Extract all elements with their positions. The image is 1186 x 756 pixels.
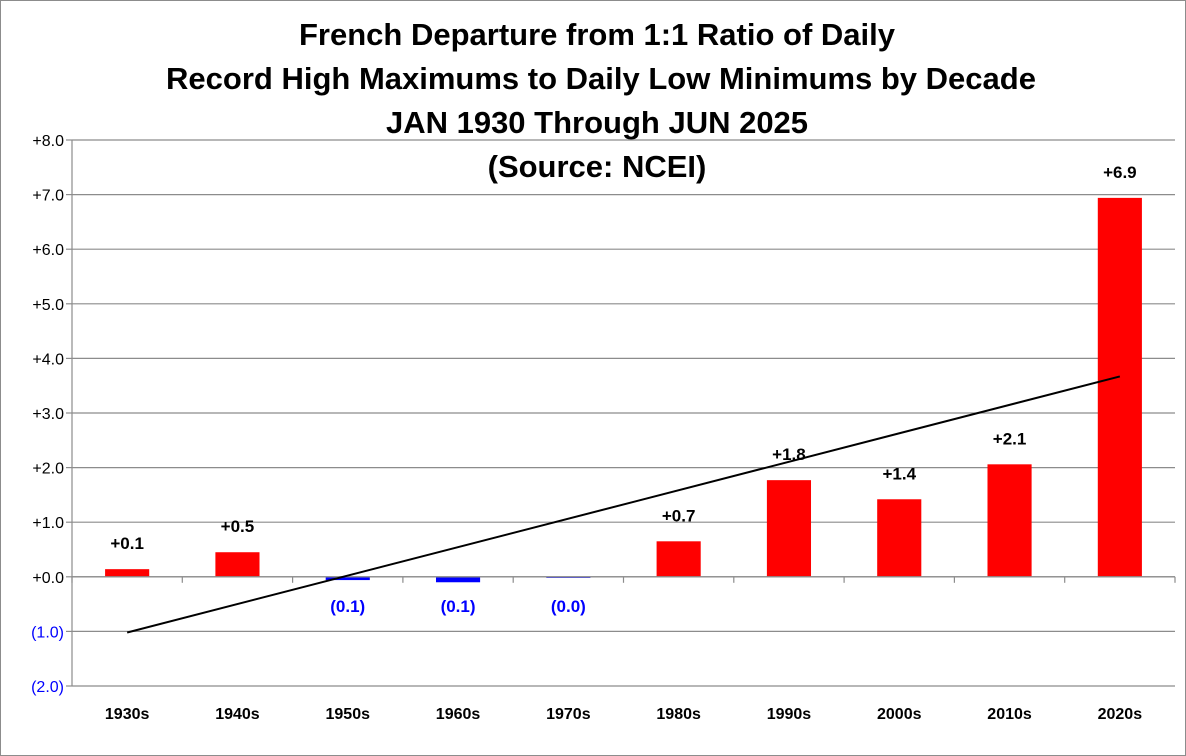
- bar-1990s: [766, 480, 812, 577]
- x-tick-label: 2020s: [1098, 706, 1143, 723]
- data-label-1940s: +0.5: [221, 517, 255, 536]
- y-tick-label: +3.0: [32, 406, 64, 423]
- data-label-2000s: +1.4: [882, 464, 916, 483]
- x-tick-label: 1950s: [326, 706, 371, 723]
- chart-title: French Departure from 1:1 Ratio of Daily…: [166, 17, 1036, 184]
- data-label-1950s: (0.1): [330, 597, 365, 616]
- data-label-1960s: (0.1): [441, 597, 476, 616]
- y-tick-label: +2.0: [32, 461, 64, 478]
- bar-2010s: [987, 464, 1032, 577]
- bar-1960s: [435, 576, 481, 583]
- x-axis-tick-labels: 1930s 1940s 1950s 1960s 1970s 1980s 1990s 2000s…: [105, 706, 1142, 723]
- trendline-group: [126, 375, 1121, 634]
- gridlines: [66, 139, 1176, 687]
- data-label-2020s: +6.9: [1103, 163, 1137, 182]
- y-tick-label: +1.0: [32, 515, 64, 532]
- x-tick-label: 2010s: [987, 706, 1032, 723]
- x-tick-label: 1960s: [436, 706, 481, 723]
- data-label-1990s: +1.8: [772, 445, 806, 464]
- x-tick-label: 1940s: [215, 706, 260, 723]
- bar-2000s: [877, 499, 922, 577]
- chart-title-line-1: French Departure from 1:1 Ratio of Daily: [299, 17, 896, 52]
- y-tick-label: (2.0): [31, 679, 64, 696]
- y-tick-label: +6.0: [32, 242, 64, 259]
- chart-title-line-2: Record High Maximums to Daily Low Minimu…: [166, 61, 1036, 96]
- y-tick-label: +0.0: [32, 570, 64, 587]
- bar-1950s: [325, 576, 370, 581]
- bars: [105, 197, 1142, 583]
- x-tick-label: 1930s: [105, 706, 150, 723]
- data-label-1930s: +0.1: [110, 534, 144, 553]
- chart-title-line-4: (Source: NCEI): [488, 149, 707, 184]
- x-tick-label: 1980s: [656, 706, 701, 723]
- axes: [71, 140, 1175, 686]
- y-axis-tick-labels: +8.0 +7.0 +6.0 +5.0 +4.0 +3.0 +2.0 +1.0 +0.0 (1.0…: [31, 133, 64, 696]
- data-label-1970s: (0.0): [551, 597, 586, 616]
- x-tick-label: 1990s: [767, 706, 812, 723]
- bar-1980s: [656, 541, 701, 577]
- bar-1930s: [105, 569, 150, 577]
- data-labels: +0.1 +0.5 (0.1) (0.1) (0.0) +0.7 +1.8 +1.4 +2.1 +…: [110, 163, 1136, 616]
- y-tick-label: +5.0: [32, 297, 64, 314]
- y-tick-label: +7.0: [32, 188, 64, 205]
- chart-title-line-3: JAN 1930 Through JUN 2025: [386, 105, 808, 140]
- x-tick-label: 1970s: [546, 706, 591, 723]
- y-tick-label: +8.0: [32, 133, 64, 150]
- bar-1940s: [215, 552, 260, 577]
- trendline: [126, 375, 1121, 634]
- y-tick-label: +4.0: [32, 351, 64, 368]
- y-tick-label: (1.0): [31, 624, 64, 641]
- x-tick-label: 2000s: [877, 706, 922, 723]
- data-label-2010s: +2.1: [993, 429, 1027, 448]
- data-label-1980s: +0.7: [662, 506, 696, 525]
- bar-2020s: [1097, 197, 1142, 577]
